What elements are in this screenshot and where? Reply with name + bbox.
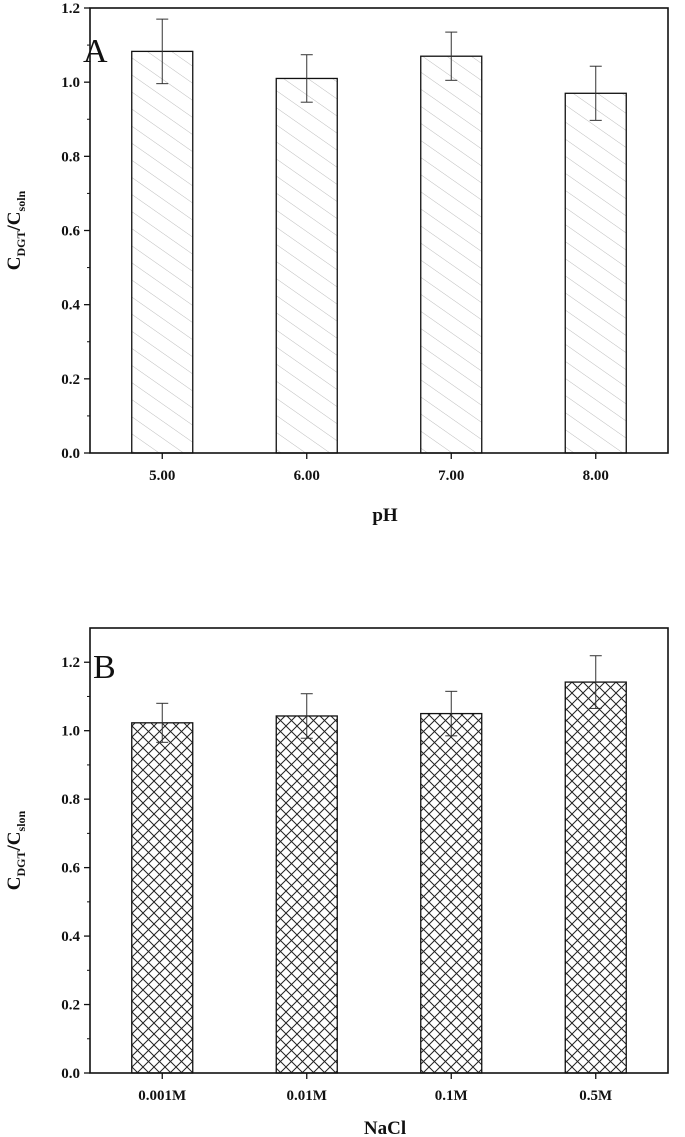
error-bar-8.00: [589, 65, 602, 121]
bar-0.5M: [564, 681, 627, 1074]
bar-0.01M: [275, 715, 338, 1074]
bar-0.1M: [420, 712, 483, 1074]
panel-b-y-axis: 0.0 0.2 0.4 0.6 0.8 1.0 1.2: [61, 655, 90, 1082]
y-tick-label: 1.2: [61, 1, 80, 17]
y-tick-label: 1.0: [61, 75, 80, 91]
x-tick-label-8.00: 8.00: [583, 468, 609, 484]
y-tick-label: 0.4: [61, 298, 80, 314]
y-tick-label: 0.6: [61, 224, 80, 240]
panel-a-y-axis-title: CDGT/Csoln: [4, 190, 28, 270]
y-tick-label: 0.2: [61, 372, 80, 388]
error-bar-7.00: [445, 31, 458, 81]
panel-b-y-axis-title: CDGT/Cslon: [4, 810, 28, 890]
panel-a-bars: [131, 50, 627, 454]
panel-a: 0.0 0.2 0.4 0.6 0.8 1.0 1.2 5.00 6.00 7.00 8.00 A…: [4, 1, 669, 526]
error-bar-5.00: [156, 18, 169, 85]
panel-b-x-axis-title: NaCl: [364, 1118, 406, 1137]
x-tick-label-0.1M: 0.1M: [435, 1088, 468, 1104]
x-tick-label-0.01M: 0.01M: [287, 1088, 327, 1104]
y-tick-label: 0.8: [61, 149, 80, 165]
panel-b-y-title-sub2: slon: [14, 810, 28, 831]
panel-b-x-axis: 0.001M 0.01M 0.1M 0.5M: [138, 1073, 612, 1104]
panel-a-x-axis-title: pH: [372, 505, 398, 526]
panel-b-frame: [89, 627, 669, 1074]
y-tick-label: 1.2: [61, 655, 80, 671]
x-tick-label-6.00: 6.00: [294, 468, 320, 484]
panel-a-y-title-sub2: soln: [14, 190, 28, 211]
bar-7.00: [420, 55, 483, 454]
x-tick-label-0.5M: 0.5M: [579, 1088, 612, 1104]
error-bar-0.001M: [156, 702, 169, 743]
panel-b-y-title-sub1: DGT: [14, 850, 28, 876]
y-tick-label: 0.8: [61, 792, 80, 808]
bar-5.00: [131, 50, 194, 454]
panel-a-y-title-mid: /C: [4, 211, 25, 231]
y-tick-label: 0.0: [61, 446, 80, 462]
error-bar-0.5M: [589, 655, 602, 709]
panel-b-error-bars: [156, 655, 602, 743]
y-tick-label: 0.2: [61, 998, 80, 1014]
panel-a-label: A: [83, 33, 108, 70]
y-tick-label: 0.6: [61, 861, 80, 877]
panel-b-y-title-mid: /C: [4, 831, 25, 851]
x-tick-label-0.001M: 0.001M: [138, 1088, 186, 1104]
x-tick-label-5.00: 5.00: [149, 468, 175, 484]
y-tick-label: 0.0: [61, 1066, 80, 1082]
panel-a-error-bars: [156, 18, 602, 121]
panel-a-y-title-c: C: [4, 256, 25, 270]
x-tick-label-7.00: 7.00: [438, 468, 464, 484]
error-bar-0.01M: [300, 693, 313, 739]
bar-8.00: [564, 92, 627, 454]
panel-b-bars: [131, 681, 627, 1074]
error-bar-6.00: [300, 54, 313, 103]
bar-6.00: [275, 77, 338, 454]
bar-0.001M: [131, 722, 194, 1074]
y-tick-label: 1.0: [61, 724, 80, 740]
panel-a-x-axis: 5.00 6.00 7.00 8.00: [149, 453, 609, 484]
panel-b-y-title-c: C: [4, 876, 25, 890]
y-tick-label: 0.4: [61, 929, 80, 945]
panel-a-y-axis: 0.0 0.2 0.4 0.6 0.8 1.0 1.2: [61, 1, 90, 462]
error-bar-0.1M: [445, 690, 458, 737]
panel-a-y-title-sub1: DGT: [14, 230, 28, 256]
panel-b: 0.0 0.2 0.4 0.6 0.8 1.0 1.2 0.001M 0.01M 0.1M 0.5…: [4, 627, 669, 1137]
panel-b-label: B: [93, 649, 116, 686]
